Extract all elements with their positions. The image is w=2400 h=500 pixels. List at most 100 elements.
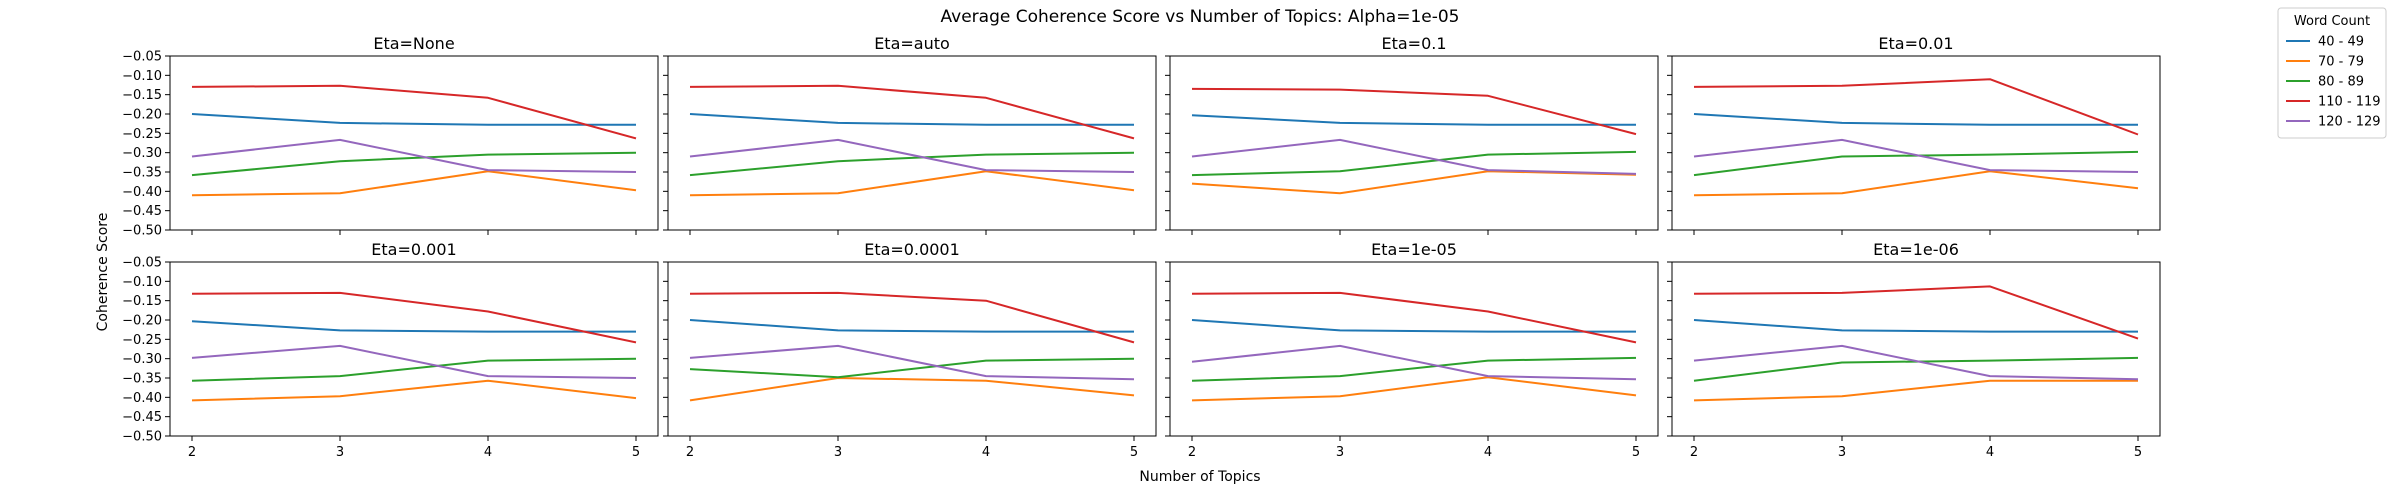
x-tick-label: 4 <box>1986 445 1994 460</box>
series-line-120-129 <box>1693 344 2139 381</box>
x-tick-label: 2 <box>686 445 694 460</box>
series-line-40-49 <box>689 319 1134 333</box>
series-line-120-129 <box>1191 138 1637 175</box>
x-tick-label: 2 <box>1188 445 1196 460</box>
series-line-120-129 <box>191 138 637 173</box>
series-line-110-119 <box>1191 291 1637 344</box>
series-line-110-119 <box>191 84 637 140</box>
legend-label: 120 - 129 <box>2318 115 2381 130</box>
y-tick-label: −0.45 <box>122 410 162 425</box>
series-line-70-79 <box>689 170 1135 197</box>
series-line-110-119 <box>191 291 637 344</box>
x-tick-label: 2 <box>1690 445 1698 460</box>
y-tick-label: −0.05 <box>122 256 162 271</box>
series-line-80-89 <box>1191 150 1637 177</box>
x-tick-label: 3 <box>1838 445 1846 460</box>
series-line-70-79 <box>689 377 1135 402</box>
series-line-120-129 <box>689 344 1135 381</box>
subplot-title: Eta=None <box>373 34 454 53</box>
y-tick-label: −0.15 <box>122 88 162 103</box>
series-line-80-89 <box>689 357 1135 379</box>
x-tick-label: 5 <box>1130 445 1138 460</box>
series-line-80-89 <box>191 357 637 382</box>
series-line-40-49 <box>1693 113 2138 126</box>
y-tick-label: −0.10 <box>122 275 162 290</box>
x-tick-label: 5 <box>632 445 640 460</box>
subplot-grid: Eta=None −0.05 −0.10 −0.15 −0.20 −0.25 −0.30 −0… <box>122 34 2161 460</box>
y-tick-label: −0.15 <box>122 294 162 309</box>
x-axis-label: Number of Topics <box>1139 469 1260 485</box>
series-line-80-89 <box>191 151 637 177</box>
y-tick-label: −0.25 <box>122 127 162 142</box>
plot-area <box>1671 261 2161 437</box>
subplot-title: Eta=1e-05 <box>1371 240 1457 259</box>
x-tick-label: 4 <box>982 445 990 460</box>
plot-area <box>667 261 1157 437</box>
y-tick-label: −0.40 <box>122 185 162 200</box>
subplot: Eta=0.01 <box>1667 34 2161 235</box>
y-tick-label: −0.30 <box>122 146 162 161</box>
series-line-40-49 <box>689 113 1134 126</box>
subplot-title: Eta=0.1 <box>1381 34 1446 53</box>
y-tick-label: −0.50 <box>122 430 162 445</box>
series-line-110-119 <box>1191 87 1637 136</box>
x-tick-label: 5 <box>2134 445 2142 460</box>
legend-items: 40 - 49 70 - 79 80 - 89 110 - 119 120 - 129 <box>2286 35 2381 130</box>
series-line-110-119 <box>1693 78 2139 136</box>
y-tick-label: −0.35 <box>122 166 162 181</box>
plot-area <box>1169 55 1659 231</box>
subplot: Eta=auto <box>663 34 1157 235</box>
subplot-title: Eta=0.001 <box>371 240 456 259</box>
series-line-40-49 <box>191 113 636 126</box>
series-line-110-119 <box>689 84 1135 140</box>
subplot: Eta=1e-06 2 3 4 5 <box>1667 240 2161 460</box>
series-line-70-79 <box>1191 376 1637 402</box>
series-line-110-119 <box>689 291 1135 344</box>
x-tick-label: 4 <box>484 445 492 460</box>
series-line-70-79 <box>191 379 637 402</box>
series-line-70-79 <box>1693 379 2138 402</box>
y-tick-label: −0.45 <box>122 204 162 219</box>
plot-area <box>1169 261 1659 437</box>
plot-area <box>1671 55 2161 231</box>
series-line-40-49 <box>1191 319 1636 333</box>
legend-title: Word Count <box>2294 14 2370 29</box>
legend-label: 80 - 89 <box>2318 75 2364 90</box>
series-line-120-129 <box>1191 344 1637 381</box>
plot-area <box>169 261 659 437</box>
plot-area <box>667 55 1157 231</box>
series-line-40-49 <box>191 320 636 333</box>
series-line-70-79 <box>1693 170 2139 197</box>
series-line-40-49 <box>1693 319 2138 333</box>
legend-label: 110 - 119 <box>2318 95 2381 110</box>
y-tick-label: −0.35 <box>122 372 162 387</box>
plot-area <box>169 55 659 231</box>
subplot-title: Eta=0.0001 <box>864 240 960 259</box>
x-tick-label: 3 <box>834 445 842 460</box>
series-line-120-129 <box>1693 138 2139 173</box>
x-tick-label: 5 <box>1632 445 1640 460</box>
y-tick-label: −0.40 <box>122 391 162 406</box>
series-line-120-129 <box>191 344 637 379</box>
y-tick-label: −0.20 <box>122 108 162 123</box>
y-tick-label: −0.05 <box>122 50 162 65</box>
x-tick-label: 4 <box>1484 445 1492 460</box>
subplot: Eta=0.0001 2 3 4 5 <box>663 240 1157 460</box>
subplot-title: Eta=auto <box>874 34 950 53</box>
legend: Word Count 40 - 49 70 - 79 80 - 89 110 - 11… <box>2277 7 2387 139</box>
series-line-40-49 <box>1191 114 1636 126</box>
subplot: Eta=1e-05 2 3 4 5 <box>1165 240 1659 460</box>
subplot: Eta=0.1 <box>1165 34 1659 235</box>
subplot: Eta=0.001 −0.05 −0.10 −0.15 −0.20 −0.25 −0.30 −… <box>122 240 659 460</box>
subplot-title: Eta=0.01 <box>1878 34 1953 53</box>
y-tick-label: −0.25 <box>122 333 162 348</box>
legend-label: 40 - 49 <box>2318 35 2364 50</box>
series-line-70-79 <box>191 170 637 197</box>
y-axis-label: Coherence Score <box>95 213 111 332</box>
legend-label: 70 - 79 <box>2318 55 2364 70</box>
series-line-110-119 <box>1693 285 2139 340</box>
y-tick-label: −0.30 <box>122 352 162 367</box>
series-line-80-89 <box>689 151 1135 177</box>
y-tick-label: −0.10 <box>122 69 162 84</box>
